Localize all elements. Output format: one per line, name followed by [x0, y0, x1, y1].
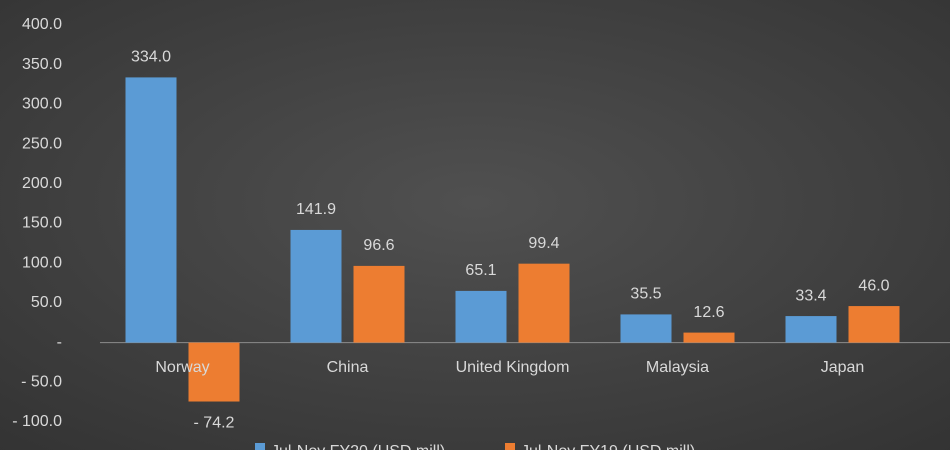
- bar: [353, 265, 405, 343]
- bar: [683, 332, 735, 343]
- legend-label: Jul-Nov FY20 (USD mill): [271, 443, 445, 450]
- legend-swatch: [255, 443, 265, 450]
- value-label: 33.4: [795, 287, 826, 304]
- y-tick-label: 300.0: [22, 96, 62, 113]
- y-tick-label: 250.0: [22, 135, 62, 152]
- bar: [848, 306, 900, 343]
- y-tick-label: 50.0: [31, 294, 62, 311]
- y-tick-label: 150.0: [22, 215, 62, 232]
- value-label: - 74.2: [194, 415, 235, 432]
- bar: [455, 290, 507, 343]
- value-label: 141.9: [296, 201, 336, 218]
- bar: [620, 314, 672, 343]
- value-label: 96.6: [363, 237, 394, 254]
- y-tick-label: 350.0: [22, 56, 62, 73]
- y-tick-label: 200.0: [22, 175, 62, 192]
- y-tick-label: - 100.0: [12, 413, 62, 430]
- value-label: 334.0: [131, 49, 171, 66]
- bar: [518, 263, 570, 343]
- bar: [125, 77, 177, 343]
- y-tick-label: - 50.0: [21, 374, 62, 391]
- x-tick-label: United Kingdom: [456, 359, 570, 376]
- x-tick-label: China: [327, 359, 369, 376]
- value-label: 46.0: [858, 277, 889, 294]
- y-tick-label: 400.0: [22, 16, 62, 33]
- value-label: 12.6: [693, 304, 724, 321]
- bar: [290, 229, 342, 343]
- y-tick-label: -: [57, 334, 62, 351]
- bar: [785, 316, 837, 343]
- value-label: 35.5: [630, 286, 661, 303]
- x-tick-label: Malaysia: [646, 359, 709, 376]
- bar: [188, 342, 240, 402]
- legend-label: Jul-Nov FY19 (USD mill): [521, 443, 695, 450]
- x-tick-label: Norway: [155, 359, 209, 376]
- legend-swatch: [505, 443, 515, 450]
- y-tick-label: 100.0: [22, 254, 62, 271]
- value-label: 99.4: [528, 235, 559, 252]
- x-tick-label: Japan: [821, 359, 865, 376]
- value-label: 65.1: [465, 262, 496, 279]
